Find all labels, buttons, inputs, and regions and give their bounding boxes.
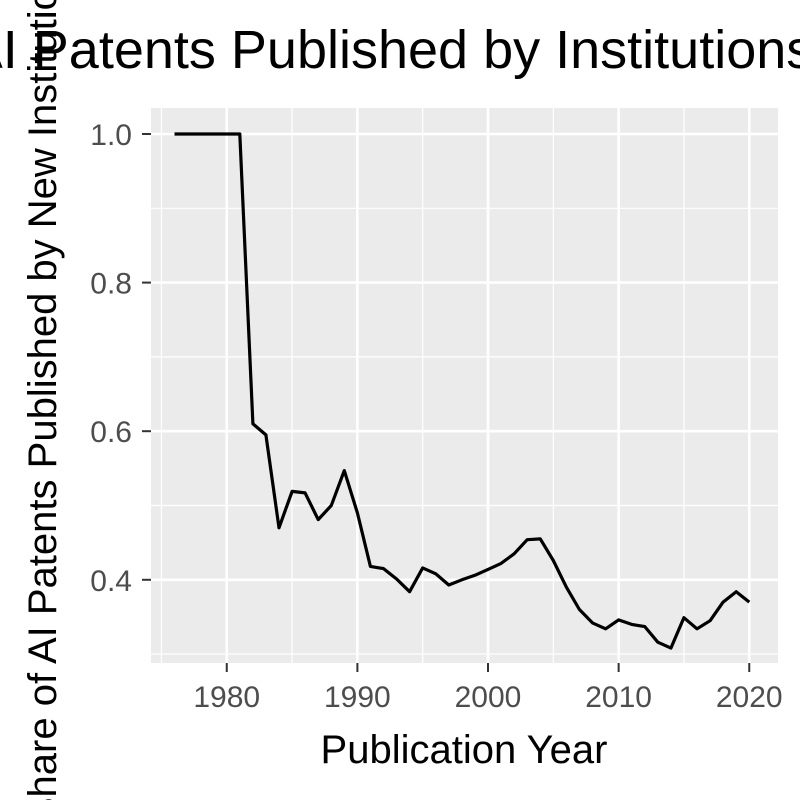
- data-point: [552, 559, 555, 562]
- x-tick-label: 2010: [585, 681, 652, 714]
- data-point: [708, 619, 711, 622]
- x-tick-label: 1990: [324, 681, 391, 714]
- data-point: [722, 600, 725, 603]
- data-point: [617, 618, 620, 621]
- data-point: [486, 568, 489, 571]
- data-point: [591, 621, 594, 624]
- data-point: [499, 562, 502, 565]
- data-point: [513, 552, 516, 555]
- data-point: [356, 511, 359, 514]
- data-point: [199, 132, 202, 135]
- data-point: [526, 538, 529, 541]
- data-point: [735, 590, 738, 593]
- data-point: [695, 627, 698, 630]
- data-point: [565, 586, 568, 589]
- data-point: [330, 504, 333, 507]
- x-tick-label: 2020: [716, 681, 783, 714]
- chart-title: Share of AI Patents Published by Institu…: [0, 20, 800, 80]
- data-point: [682, 616, 685, 619]
- y-tick-label: 1.0: [90, 119, 132, 152]
- x-axis-title: Publication Year: [321, 728, 608, 772]
- data-point: [408, 590, 411, 593]
- y-tick-label: 0.4: [90, 565, 132, 598]
- data-point: [473, 574, 476, 577]
- data-point: [748, 600, 751, 603]
- data-point: [434, 572, 437, 575]
- data-point: [382, 567, 385, 570]
- minor-gridlines: [151, 108, 778, 663]
- series-layer: [173, 132, 751, 650]
- data-point: [630, 623, 633, 626]
- y-tick-label: 0.6: [90, 416, 132, 449]
- series-line-share: [174, 132, 751, 650]
- data-point: [578, 608, 581, 611]
- data-point: [369, 565, 372, 568]
- data-point: [604, 627, 607, 630]
- data-point: [264, 433, 267, 436]
- data-point: [212, 132, 215, 135]
- x-tick-label: 2000: [455, 681, 522, 714]
- data-point: [238, 132, 241, 135]
- data-point: [186, 132, 189, 135]
- data-point: [173, 132, 176, 135]
- data-point: [225, 132, 228, 135]
- data-point: [421, 566, 424, 569]
- axes: 1980 1990 2000 2010 2020 0.4 0.6 0.8 1.0: [90, 119, 782, 714]
- data-point: [304, 491, 307, 494]
- data-point: [643, 625, 646, 628]
- data-point: [539, 537, 542, 540]
- x-tick-label: 1980: [193, 681, 260, 714]
- data-point: [447, 583, 450, 586]
- y-axis-title: Share of AI Patents Published by New Ins…: [21, 0, 65, 800]
- data-point: [317, 518, 320, 521]
- data-point: [251, 422, 254, 425]
- y-tick-label: 0.8: [90, 268, 132, 301]
- data-point: [656, 641, 659, 644]
- data-point: [395, 577, 398, 580]
- plot-panel: [151, 108, 778, 663]
- data-point: [290, 490, 293, 493]
- data-point: [343, 469, 346, 472]
- data-point: [460, 578, 463, 581]
- data-point: [277, 526, 280, 529]
- data-point: [669, 647, 672, 650]
